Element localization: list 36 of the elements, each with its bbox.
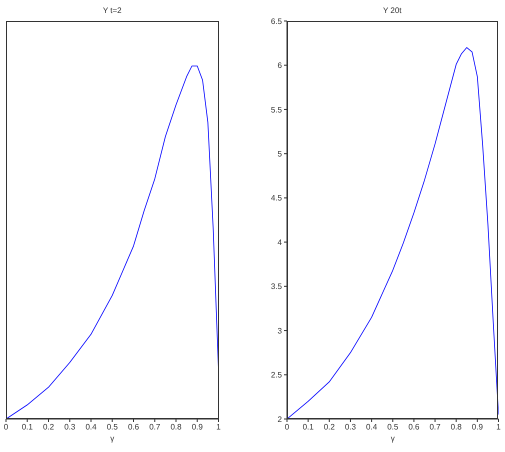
x-tick-label: 0.4 (366, 422, 378, 432)
x-axis-title: γ (110, 434, 114, 443)
chart-title: Y t=2 (102, 6, 123, 16)
y-tick-label: 6 (277, 61, 282, 70)
x-tick-label: 0.9 (471, 422, 483, 432)
x-tick-label: 0.8 (170, 422, 182, 432)
x-tick-label: 0.6 (408, 422, 420, 432)
x-tick-label: 0.4 (85, 422, 98, 432)
y-tick-label: 6.5 (270, 16, 282, 26)
x-tick-label: 0.8 (450, 422, 462, 432)
x-tick-label: 0.5 (386, 422, 398, 432)
x-tick-label: 0.2 (42, 422, 55, 432)
y-tick-label: 4 (277, 238, 282, 247)
y-tick-label: 3 (277, 326, 282, 336)
x-tick-label: 0.3 (344, 422, 356, 432)
x-axis-title: γ (390, 434, 394, 443)
x-tick-label: 0.1 (302, 422, 314, 432)
x-tick-label: 0.2 (323, 422, 335, 432)
x-tick-label: 0.7 (149, 422, 161, 432)
y-tick-label: 2.5 (270, 370, 282, 380)
x-tick-label: 0 (284, 422, 290, 432)
x-tick-label: 1 (216, 422, 222, 432)
chart-title: Y 20t (382, 6, 403, 16)
x-tick-label: 0 (4, 422, 9, 432)
x-tick-label: 0.1 (22, 422, 34, 432)
y-tick-label: 5 (277, 150, 282, 159)
y-tick-label: 5.5 (270, 105, 282, 114)
y-tick-label: 2 (277, 414, 282, 424)
x-tick-label: 1 (496, 422, 501, 432)
x-tick-label: 0.3 (64, 422, 76, 432)
x-tick-label: 0.6 (128, 422, 140, 432)
x-tick-label: 0.5 (106, 422, 118, 432)
x-tick-label: 0.7 (428, 422, 441, 432)
x-tick-label: 0.9 (192, 422, 204, 432)
y-tick-label: 4.5 (270, 194, 282, 203)
y-tick-label: 3.5 (270, 282, 282, 292)
